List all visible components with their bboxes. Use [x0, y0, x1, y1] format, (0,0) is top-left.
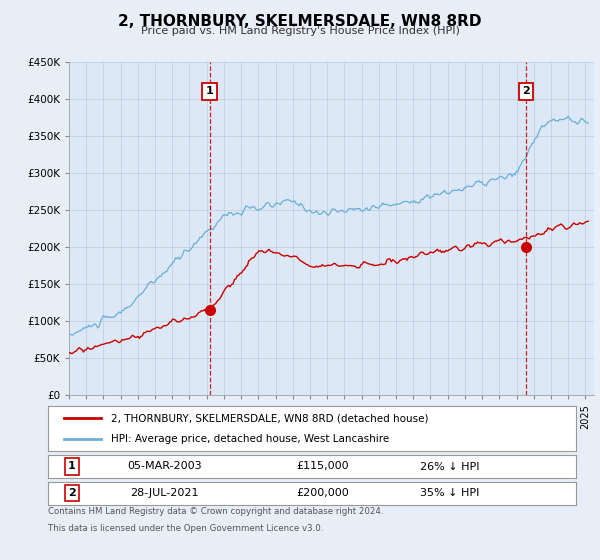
Text: 1: 1	[68, 461, 76, 472]
Text: 2: 2	[68, 488, 76, 498]
Text: £200,000: £200,000	[296, 488, 349, 498]
Text: 2, THORNBURY, SKELMERSDALE, WN8 8RD: 2, THORNBURY, SKELMERSDALE, WN8 8RD	[118, 14, 482, 29]
Text: 26% ↓ HPI: 26% ↓ HPI	[419, 461, 479, 472]
Text: HPI: Average price, detached house, West Lancashire: HPI: Average price, detached house, West…	[112, 433, 389, 444]
Text: 1: 1	[206, 86, 214, 96]
Text: 2, THORNBURY, SKELMERSDALE, WN8 8RD (detached house): 2, THORNBURY, SKELMERSDALE, WN8 8RD (det…	[112, 413, 429, 423]
Text: 05-MAR-2003: 05-MAR-2003	[127, 461, 202, 472]
Text: Price paid vs. HM Land Registry's House Price Index (HPI): Price paid vs. HM Land Registry's House …	[140, 26, 460, 36]
Text: 28-JUL-2021: 28-JUL-2021	[130, 488, 199, 498]
Text: This data is licensed under the Open Government Licence v3.0.: This data is licensed under the Open Gov…	[48, 524, 323, 533]
Text: 2: 2	[522, 86, 530, 96]
Text: £115,000: £115,000	[296, 461, 349, 472]
Text: Contains HM Land Registry data © Crown copyright and database right 2024.: Contains HM Land Registry data © Crown c…	[48, 507, 383, 516]
Text: 35% ↓ HPI: 35% ↓ HPI	[419, 488, 479, 498]
